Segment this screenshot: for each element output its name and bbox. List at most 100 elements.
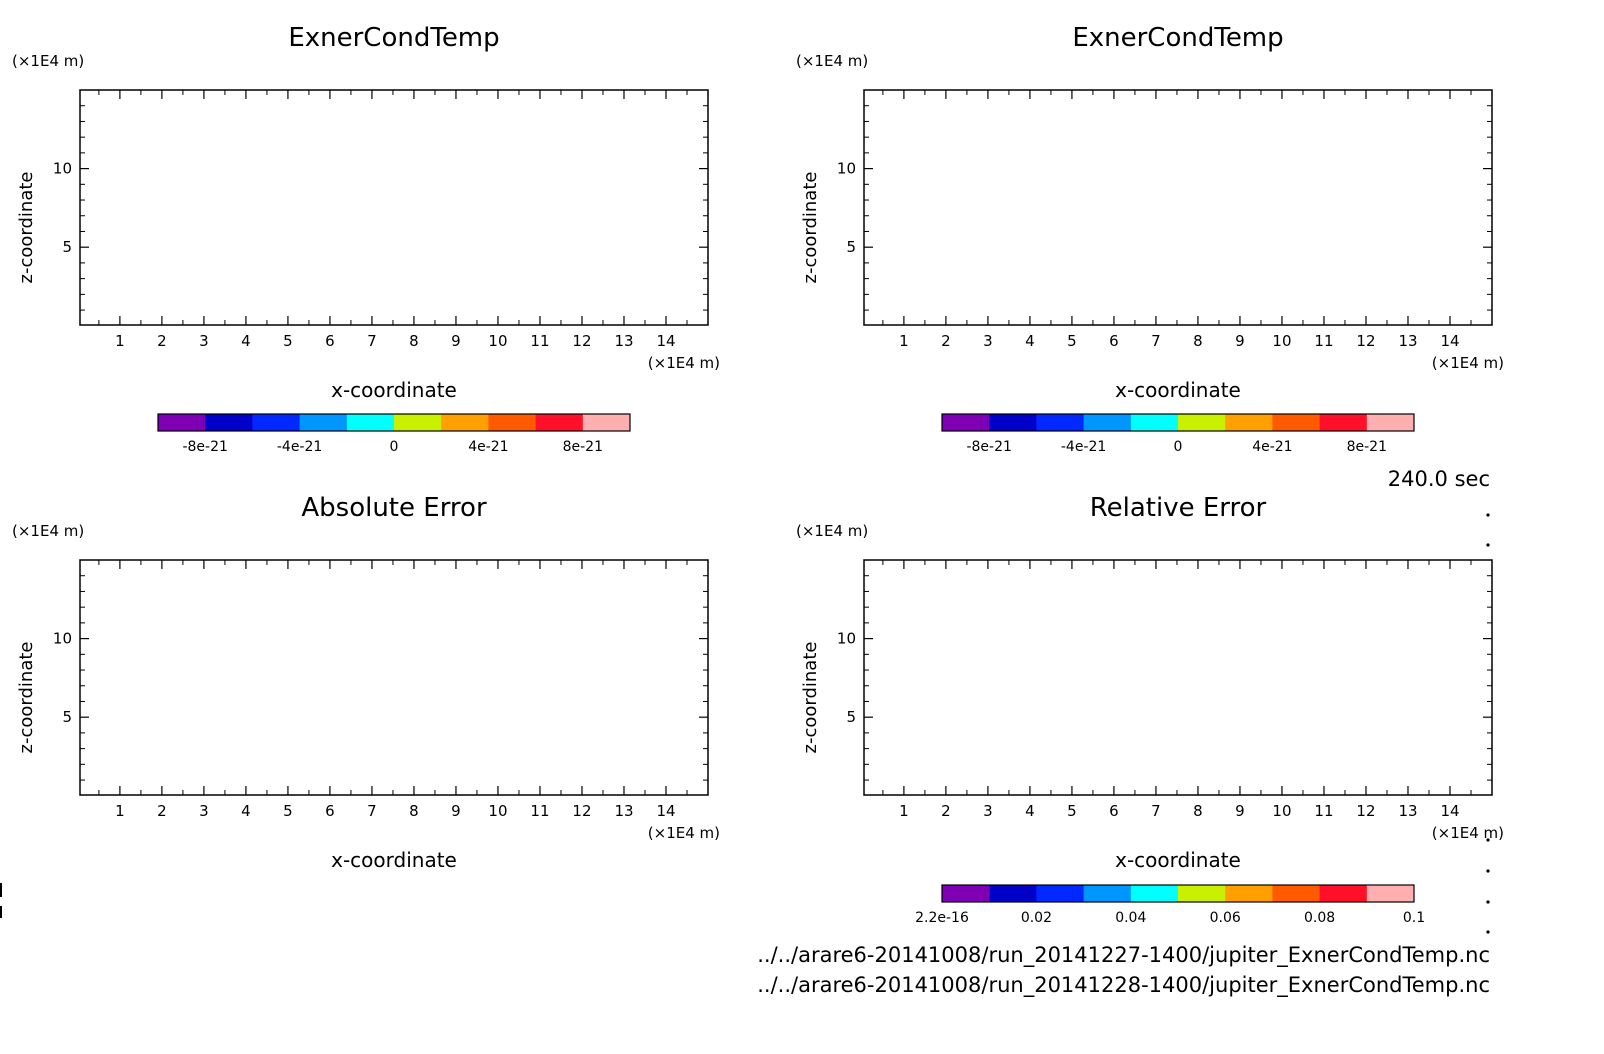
colorbar-tick-label: 0 — [1174, 439, 1183, 455]
colorbar-tick-label: 0.06 — [1210, 910, 1241, 926]
colorbar-segment — [488, 414, 537, 431]
x-axis-label: x-coordinate — [331, 848, 457, 872]
y-unit-label: (×1E4 m) — [796, 52, 868, 70]
y-tick-label: 5 — [846, 238, 856, 256]
x-tick-label: 10 — [1272, 332, 1291, 350]
x-unit-label: (×1E4 m) — [1432, 824, 1504, 842]
colorbar-tick-label: 4e-21 — [468, 439, 508, 455]
x-tick-label: 1 — [899, 332, 909, 350]
colorbar-tick-label: -4e-21 — [1061, 439, 1106, 455]
colorbar-segment — [1272, 414, 1321, 431]
x-tick-label: 10 — [488, 332, 507, 350]
x-unit-label: (×1E4 m) — [648, 354, 720, 372]
marker-dot — [1486, 869, 1490, 873]
x-tick-label: 9 — [451, 332, 461, 350]
y-tick-label: 5 — [62, 708, 72, 726]
x-tick-label: 11 — [530, 332, 549, 350]
y-tick-label: 10 — [837, 630, 856, 648]
colorbar-segment — [942, 414, 990, 431]
x-tick-label: 4 — [241, 802, 251, 820]
panel-title: Absolute Error — [301, 493, 487, 523]
x-tick-label: 7 — [1151, 332, 1161, 350]
colorbar-tick-label: -4e-21 — [277, 439, 322, 455]
colorbar-tick-label: -8e-21 — [182, 439, 227, 455]
x-tick-label: 9 — [1235, 332, 1245, 350]
x-tick-label: 8 — [1193, 332, 1203, 350]
x-tick-label: 7 — [1151, 802, 1161, 820]
x-tick-label: 2 — [941, 332, 951, 350]
x-tick-label: 12 — [572, 802, 591, 820]
colorbar-segment — [989, 414, 1037, 431]
y-axis-label: z-coordinate — [800, 172, 821, 284]
y-axis-label: z-coordinate — [16, 172, 37, 284]
panel-title: ExnerCondTemp — [1072, 23, 1283, 53]
plot-frame — [79, 89, 709, 326]
x-tick-label: 8 — [409, 332, 419, 350]
x-tick-label: 13 — [1398, 332, 1417, 350]
y-axis-label: z-coordinate — [16, 642, 37, 754]
x-tick-label: 13 — [614, 332, 633, 350]
y-unit-label: (×1E4 m) — [12, 522, 84, 540]
x-tick-label: 1 — [115, 802, 125, 820]
colorbar-segment — [1083, 885, 1132, 902]
plot-frame — [863, 559, 1493, 796]
colorbar-segment — [1272, 885, 1321, 902]
x-tick-label: 2 — [157, 802, 167, 820]
time-label: 240.0 sec — [1388, 467, 1490, 491]
colorbar-tick-label: 0.08 — [1304, 910, 1335, 926]
y-tick-label: 5 — [62, 238, 72, 256]
colorbar-segment — [1366, 885, 1415, 902]
colorbar-tick-label: 2.2e-16 — [915, 910, 969, 926]
y-tick-label: 10 — [53, 630, 72, 648]
panel-title: Relative Error — [1090, 493, 1267, 523]
colorbar-segment — [1083, 414, 1132, 431]
y-unit-label: (×1E4 m) — [12, 52, 84, 70]
x-tick-label: 9 — [451, 802, 461, 820]
colorbar-frame — [941, 884, 1415, 903]
panel-title: ExnerCondTemp — [288, 23, 499, 53]
x-tick-label: 4 — [1025, 802, 1035, 820]
x-axis-label: x-coordinate — [1115, 848, 1241, 872]
x-tick-label: 3 — [983, 332, 993, 350]
x-tick-label: 13 — [614, 802, 633, 820]
x-axis-label: x-coordinate — [1115, 378, 1241, 402]
x-tick-label: 12 — [1356, 332, 1375, 350]
colorbar-tick-label: 0.02 — [1021, 910, 1052, 926]
colorbar-segment — [441, 414, 489, 431]
colorbar-segment — [942, 885, 990, 902]
x-tick-label: 10 — [1272, 802, 1291, 820]
colorbar-segment — [158, 414, 206, 431]
y-axis-label: z-coordinate — [800, 642, 821, 754]
x-tick-label: 7 — [367, 802, 377, 820]
x-tick-label: 11 — [1314, 802, 1333, 820]
colorbar-segment — [252, 414, 301, 431]
colorbar-segment — [299, 414, 348, 431]
colorbar-segment — [1178, 885, 1226, 902]
marker-dot — [1486, 930, 1490, 934]
x-tick-label: 6 — [1109, 802, 1119, 820]
x-unit-label: (×1E4 m) — [648, 824, 720, 842]
colorbar-tick-label: -8e-21 — [966, 439, 1011, 455]
x-tick-label: 13 — [1398, 802, 1417, 820]
marker-dot — [1486, 838, 1490, 842]
x-tick-label: 2 — [157, 332, 167, 350]
x-tick-label: 12 — [1356, 802, 1375, 820]
x-tick-label: 5 — [283, 802, 293, 820]
x-tick-label: 9 — [1235, 802, 1245, 820]
colorbar-tick-label: 8e-21 — [1347, 439, 1387, 455]
x-tick-label: 14 — [1440, 802, 1459, 820]
colorbar-segment — [1366, 414, 1415, 431]
file-path: ../../arare6-20141008/run_20141227-1400/… — [757, 943, 1490, 968]
x-tick-label: 6 — [325, 802, 335, 820]
x-tick-label: 10 — [488, 802, 507, 820]
x-tick-label: 6 — [1109, 332, 1119, 350]
colorbar-tick-label: 8e-21 — [563, 439, 603, 455]
x-tick-label: 14 — [1440, 332, 1459, 350]
x-tick-label: 11 — [530, 802, 549, 820]
x-tick-label: 5 — [283, 332, 293, 350]
colorbar-segment — [1130, 414, 1179, 431]
y-unit-label: (×1E4 m) — [796, 522, 868, 540]
colorbar-frame — [941, 413, 1415, 432]
colorbar-segment — [1319, 885, 1368, 902]
